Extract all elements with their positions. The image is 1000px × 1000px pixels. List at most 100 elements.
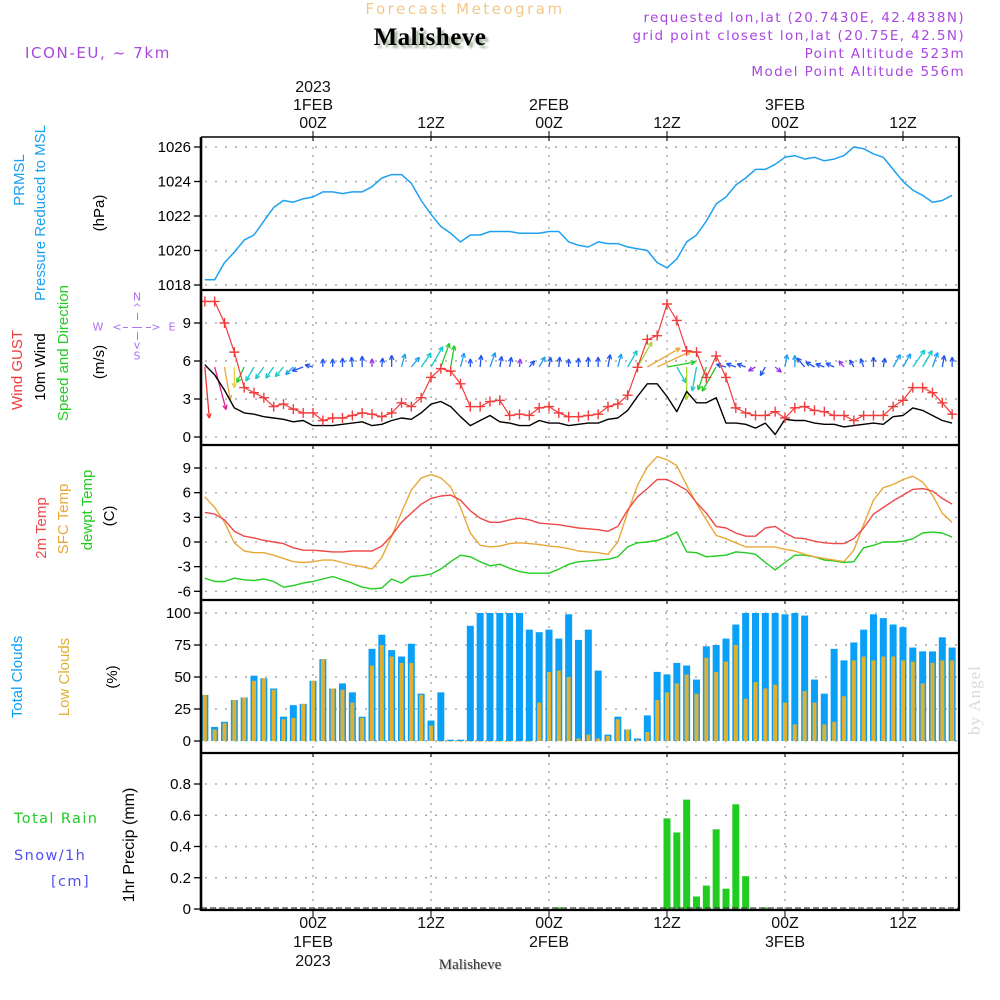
gust-marker [711,350,722,361]
gust-marker [317,415,328,426]
low-cloud-bar [763,688,768,741]
wind-arrow-head [507,356,512,362]
gust-marker [838,410,849,421]
wind-arrow-head [369,358,373,364]
wind-arrow [796,357,806,368]
wind-arrow [517,358,523,368]
wind-arrow-head [322,358,326,364]
top-time-label: 1FEB [293,97,333,114]
wind-arrow-head [736,363,742,368]
wind-arrow-head [949,356,953,362]
wind-arrow-shaft [440,343,451,368]
gust-marker [878,410,889,421]
wind-arrow-shaft [627,350,638,368]
cloud-bars [202,613,956,742]
gust-marker [789,402,800,413]
precip-y-tick-label: 0 [183,901,191,918]
low-cloud-bar [723,661,728,741]
wind-arrow-head [937,352,939,358]
wind-arrow [922,350,933,368]
wind-arrow-shaft [941,355,945,368]
wind-arrow-shaft [548,357,552,368]
wind-y-tick-label: 3 [183,391,191,408]
low-cloud-bar [586,734,591,741]
wind-arrow [410,356,421,368]
wind-arrow-head [776,370,782,373]
compass-down-arrow: v [133,338,141,352]
low-cloud-bar [360,717,365,741]
total-cloud-bar [574,639,582,741]
wind-arrow-head [691,386,696,392]
wind-arrow-shaft [656,350,692,368]
low-cloud-bar [812,702,817,741]
location-title: Malisheve [373,24,487,51]
low-cloud-bar [684,674,689,741]
low-cloud-bar [428,725,433,741]
wind-arrow-head [285,372,291,376]
wind-arrow [736,362,746,368]
wind-arrow [940,355,947,368]
wind-arrow-shaft [931,352,939,368]
total-cloud-bar [476,613,484,741]
top-time-label: 12Z [417,115,445,132]
wind-arrow-shaft [666,361,696,368]
wind-arrow-head [550,357,553,363]
wind-arrow-head [460,352,465,358]
wind-arrow-head [606,354,611,360]
wind-arrow-head [359,355,363,361]
compass-dash [137,332,138,340]
gust-marker [416,392,427,403]
gust-marker [917,382,928,393]
compass-dash [123,327,128,328]
wind-arrow-head [450,345,455,351]
gust-marker [534,402,545,413]
wind-arrow [617,353,623,368]
wind-arrow-head [597,356,601,362]
wind-arrow-head [927,350,933,354]
wind-arrow-head [292,370,298,373]
wind-y-tick-label: 6 [183,353,191,370]
wind-arrow-shaft [291,366,304,372]
temperature-y-tick-label: 3 [183,509,191,526]
temperature-y-tick-label: -6 [178,583,191,600]
low-cloud-bar [281,719,286,741]
precip-bar [702,885,710,909]
low-cloud-bar [487,741,492,742]
top-time-label: 00Z [771,115,799,132]
precip-y-tick-label: 0.8 [170,776,191,793]
gust-marker [337,413,348,423]
wind-arrow [825,362,835,368]
wind-arrow-head [467,358,471,364]
wind-arrow [815,362,825,368]
gust-marker [848,415,859,426]
wind-arrow [467,358,474,367]
wind-arrow-head [923,349,926,356]
wind-arrow-head [726,363,731,368]
gust-marker [681,345,692,356]
wind-arrow-shaft [759,366,766,376]
clouds-y-tick-label: 0 [183,733,191,750]
gust-marker [435,363,446,374]
gust-marker [897,395,908,406]
wind-arrow-head [783,354,788,360]
gust-marker [209,296,220,307]
gust-marker [219,317,230,328]
precip-bar [732,804,740,909]
low-cloud-bar [546,671,551,741]
low-cloud-bar [753,682,758,741]
temperature-y-tick-label: 9 [183,460,191,477]
low-cloud-bar [773,684,778,741]
low-cloud-bar [704,657,709,741]
compass-dash [132,327,142,328]
precip-bar [663,818,671,909]
gust-marker [347,410,358,421]
low-cloud-bar [576,738,581,741]
wind-arrow-head [245,377,251,382]
low-cloud-bar [271,689,276,741]
wind-arrow-head [796,357,799,364]
low-cloud-bar [311,680,315,741]
wind-arrow-shaft [701,366,717,392]
header-title: Forecast Meteogram [365,0,565,18]
total-cloud-bar [515,613,523,741]
wind-arrow [388,355,395,367]
